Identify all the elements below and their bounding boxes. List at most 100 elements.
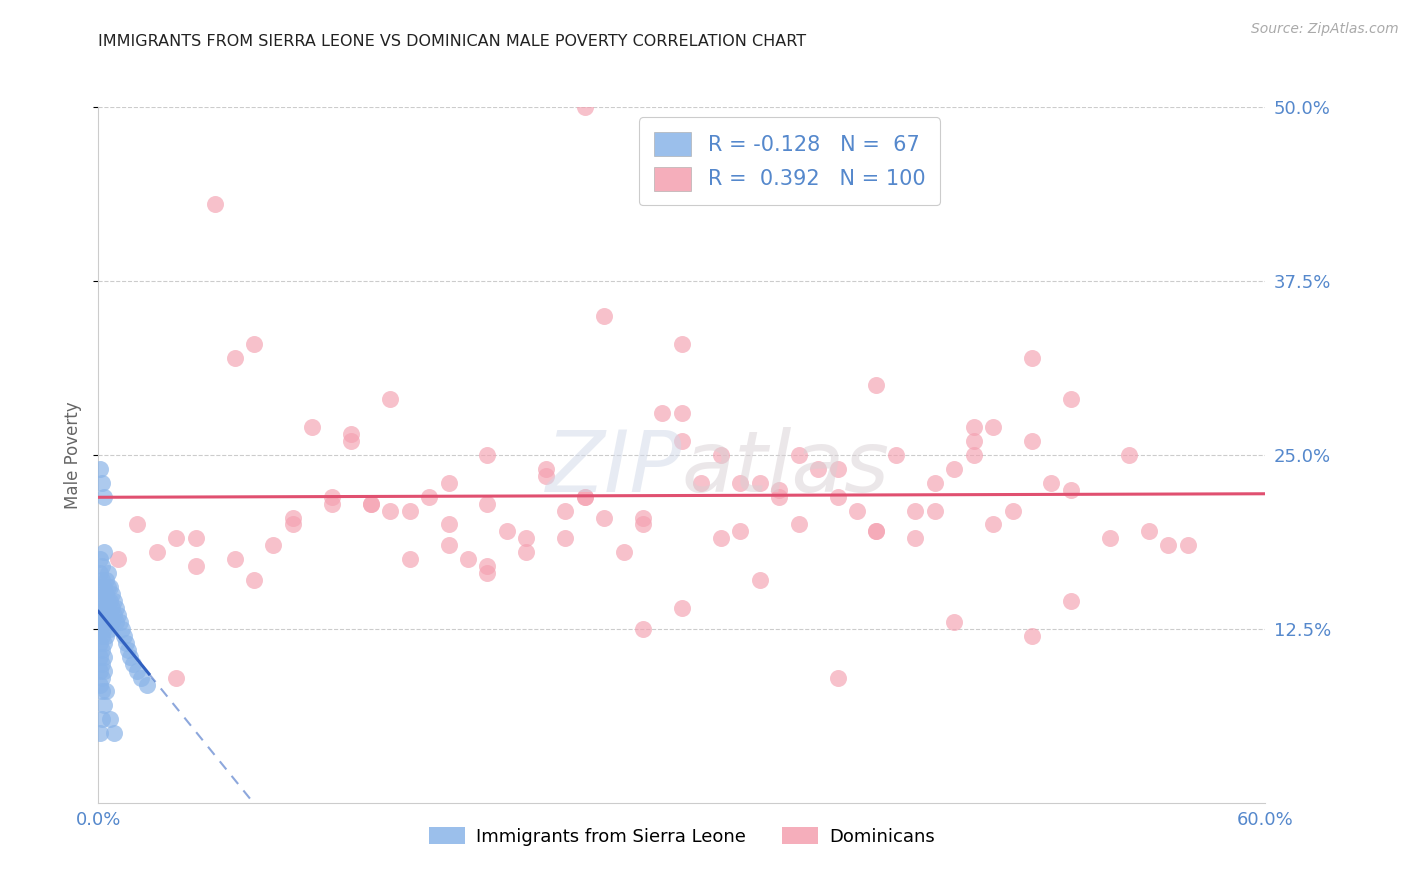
Text: ZIP: ZIP — [546, 427, 682, 510]
Point — [91, 642, 114, 657]
Point — [730, 475, 752, 490]
Point — [89, 462, 111, 476]
Point — [101, 615, 124, 629]
Point — [129, 671, 152, 685]
Point — [437, 517, 460, 532]
Point — [98, 712, 121, 726]
Point — [730, 524, 752, 539]
Point — [89, 552, 111, 566]
Point — [1021, 629, 1043, 643]
Point — [1060, 483, 1083, 497]
Point — [865, 524, 887, 539]
Point — [787, 448, 810, 462]
Point — [768, 483, 790, 497]
Point — [865, 524, 887, 539]
Point — [93, 545, 115, 559]
Point — [91, 587, 114, 601]
Point — [97, 566, 120, 581]
Point — [904, 503, 927, 517]
Point — [380, 503, 402, 517]
Point — [884, 448, 907, 462]
Point — [515, 545, 537, 559]
Point — [91, 601, 114, 615]
Point — [496, 524, 519, 539]
Point — [981, 420, 1004, 434]
Point — [1137, 524, 1160, 539]
Point — [103, 607, 125, 622]
Point — [117, 642, 139, 657]
Point — [93, 580, 115, 594]
Point — [962, 434, 984, 448]
Y-axis label: Male Poverty: Male Poverty — [65, 401, 83, 508]
Point — [631, 510, 654, 524]
Text: Source: ZipAtlas.com: Source: ZipAtlas.com — [1251, 22, 1399, 37]
Point — [981, 517, 1004, 532]
Point — [534, 462, 557, 476]
Point — [398, 552, 420, 566]
Point — [98, 622, 121, 636]
Point — [574, 490, 596, 504]
Point — [91, 629, 114, 643]
Point — [184, 559, 207, 574]
Point — [321, 497, 343, 511]
Point — [101, 587, 124, 601]
Point — [104, 601, 127, 615]
Point — [127, 517, 149, 532]
Point — [1040, 475, 1063, 490]
Point — [112, 629, 135, 643]
Point — [91, 684, 114, 698]
Point — [360, 497, 382, 511]
Point — [93, 649, 115, 664]
Point — [534, 468, 557, 483]
Point — [91, 615, 114, 629]
Point — [651, 406, 673, 420]
Point — [93, 698, 115, 713]
Point — [1118, 448, 1140, 462]
Point — [97, 594, 120, 608]
Point — [710, 448, 733, 462]
Point — [1021, 434, 1043, 448]
Point — [904, 532, 927, 546]
Point — [243, 573, 266, 587]
Point — [631, 622, 654, 636]
Point — [593, 510, 616, 524]
Point — [114, 636, 136, 650]
Point — [89, 726, 111, 740]
Point — [97, 607, 120, 622]
Point — [91, 671, 114, 685]
Point — [89, 664, 111, 678]
Point — [281, 517, 304, 532]
Point — [1060, 392, 1083, 407]
Point — [165, 532, 187, 546]
Point — [360, 497, 382, 511]
Point — [962, 420, 984, 434]
Point — [101, 601, 124, 615]
Point — [127, 664, 149, 678]
Point — [97, 580, 120, 594]
Point — [91, 475, 114, 490]
Point — [924, 475, 946, 490]
Point — [89, 580, 111, 594]
Point — [104, 615, 127, 629]
Point — [574, 490, 596, 504]
Point — [89, 622, 111, 636]
Point — [93, 636, 115, 650]
Text: atlas: atlas — [682, 427, 890, 510]
Point — [554, 532, 576, 546]
Point — [943, 462, 966, 476]
Point — [89, 649, 111, 664]
Point — [301, 420, 323, 434]
Point — [96, 587, 118, 601]
Point — [96, 601, 118, 615]
Point — [574, 100, 596, 114]
Point — [1021, 351, 1043, 365]
Point — [243, 336, 266, 351]
Point — [96, 615, 118, 629]
Point — [224, 351, 246, 365]
Point — [89, 607, 111, 622]
Point — [146, 545, 169, 559]
Point — [827, 462, 849, 476]
Point — [89, 636, 111, 650]
Point — [748, 573, 770, 587]
Point — [89, 677, 111, 691]
